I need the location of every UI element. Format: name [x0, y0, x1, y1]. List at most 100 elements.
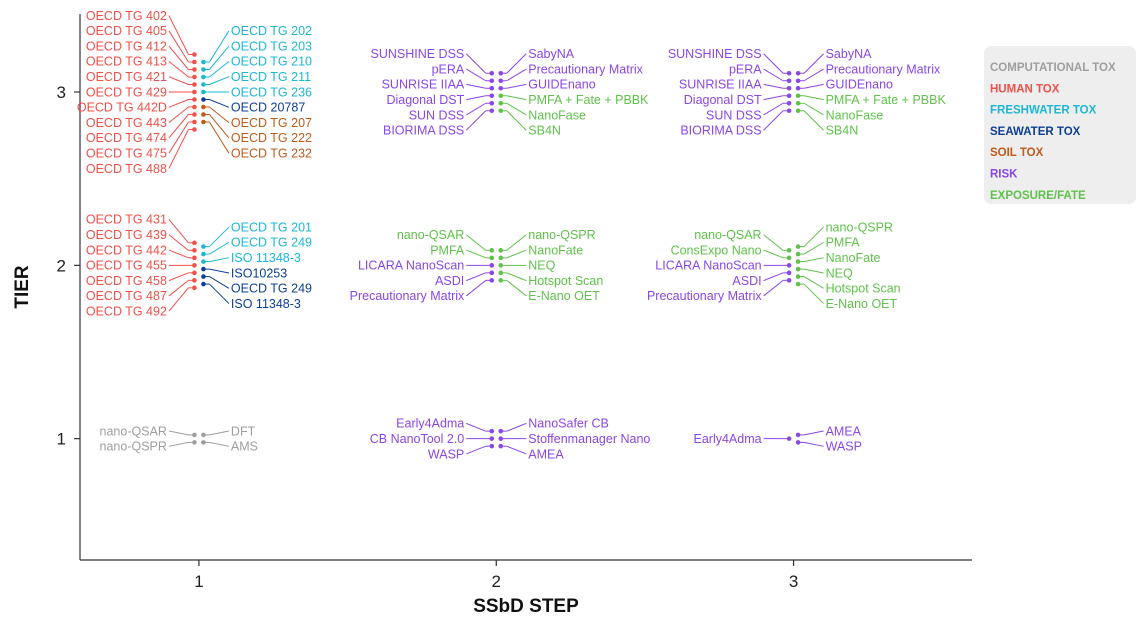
data-point — [192, 112, 197, 117]
data-point — [795, 93, 801, 99]
point-label: OECD TG 488 — [86, 162, 167, 176]
data-point — [489, 78, 495, 84]
point-label: SB4N — [826, 124, 859, 138]
leader-line — [803, 102, 824, 116]
y-tick-label: 2 — [57, 256, 66, 275]
data-point — [201, 97, 206, 102]
point-label: OECD TG 431 — [86, 213, 167, 227]
point-label: OECD TG 475 — [86, 147, 167, 161]
legend: COMPUTATIONAL TOX HUMAN TOX FRESHWATER TOX… — [984, 46, 1136, 204]
point-label: nano-QSPR — [100, 440, 167, 454]
point-label: PMFA — [430, 243, 465, 257]
leader-line — [763, 102, 784, 116]
point-label: SUNRISE IIAA — [382, 78, 465, 92]
data-point — [786, 108, 792, 114]
point-label: NanoFate — [826, 251, 881, 265]
point-label: nano-QSAR — [694, 228, 761, 242]
leader-line — [506, 83, 527, 89]
leader-line — [209, 441, 230, 447]
data-point — [795, 281, 801, 287]
point-label: ISO 11348-3 — [231, 297, 301, 311]
data-point — [498, 278, 504, 283]
data-point — [192, 248, 197, 253]
point-label: SUNRISE IIAA — [679, 78, 762, 92]
data-point — [498, 255, 504, 261]
data-point — [786, 263, 792, 268]
data-point — [201, 67, 206, 72]
point-label: OECD TG 232 — [231, 147, 312, 161]
point-label: OECD TG 203 — [231, 39, 312, 53]
point-label: SUN DSS — [409, 108, 465, 122]
point-label: DFT — [231, 424, 256, 438]
legend-item: RISK — [990, 169, 1018, 181]
point-label: OECD TG 455 — [86, 259, 167, 273]
y-tick-label: 3 — [57, 83, 66, 102]
leader-line — [763, 83, 784, 89]
leader-line — [804, 441, 824, 447]
point-label: BIORIMA DSS — [383, 124, 464, 138]
leader-line — [466, 83, 486, 89]
point-label: OECD TG 487 — [86, 289, 167, 303]
point-label: OECD TG 458 — [86, 274, 167, 288]
data-point — [786, 93, 792, 99]
data-point — [498, 93, 504, 99]
point-label: NanoSafer CB — [528, 417, 609, 431]
leader-line — [763, 279, 784, 297]
leader-line — [466, 68, 487, 82]
data-point — [786, 70, 792, 76]
data-point — [786, 255, 792, 261]
data-point — [201, 112, 206, 117]
data-point — [489, 100, 495, 106]
point-label: AMEA — [826, 424, 862, 438]
leader-line — [465, 234, 487, 251]
leader-line — [763, 249, 784, 259]
data-point — [201, 74, 206, 80]
data-point — [489, 255, 495, 261]
point-label: PMFA — [826, 236, 861, 250]
leader-line — [168, 129, 189, 169]
point-label: PMFA + Fate + PBBK — [826, 93, 947, 107]
leader-line — [209, 106, 230, 123]
x-tick-label: 3 — [789, 572, 798, 591]
data-point — [192, 432, 197, 438]
point-label: ASDI — [435, 274, 464, 288]
point-label: E-Nano OET — [528, 289, 600, 303]
leader-line — [803, 241, 824, 255]
point-label: OECD TG 429 — [86, 85, 167, 99]
point-label: nano-QSAR — [100, 424, 167, 438]
data-point — [786, 278, 792, 283]
leader-line — [209, 268, 230, 274]
data-point — [795, 70, 801, 76]
data-point — [498, 100, 504, 106]
leader-line — [168, 30, 189, 63]
data-point — [498, 436, 504, 441]
leader-line — [168, 15, 189, 55]
leader-line — [763, 110, 784, 131]
point-label: SabyNA — [826, 47, 873, 61]
data-point — [192, 127, 197, 132]
point-label: OECD TG 201 — [231, 220, 312, 234]
point-label: OECD TG 202 — [231, 24, 312, 38]
data-point — [786, 248, 792, 253]
point-label: SB4N — [528, 124, 561, 138]
data-point — [201, 89, 206, 95]
point-label: Early4Adma — [694, 432, 762, 446]
data-point — [498, 78, 504, 84]
point-label: OECD TG 413 — [86, 55, 167, 69]
leader-line — [803, 283, 824, 304]
point-label: PMFA + Fate + PBBK — [528, 93, 649, 107]
leader-line — [168, 121, 189, 154]
data-point — [498, 428, 504, 434]
data-point — [192, 82, 197, 87]
leader-line — [209, 430, 230, 436]
leader-line — [209, 61, 230, 78]
point-label: LICARA NanoScan — [655, 259, 761, 273]
leader-line — [168, 114, 189, 139]
legend-item: SOIL TOX — [990, 147, 1044, 159]
leader-line — [506, 249, 527, 259]
data-point — [786, 436, 792, 441]
leader-line — [168, 45, 189, 70]
